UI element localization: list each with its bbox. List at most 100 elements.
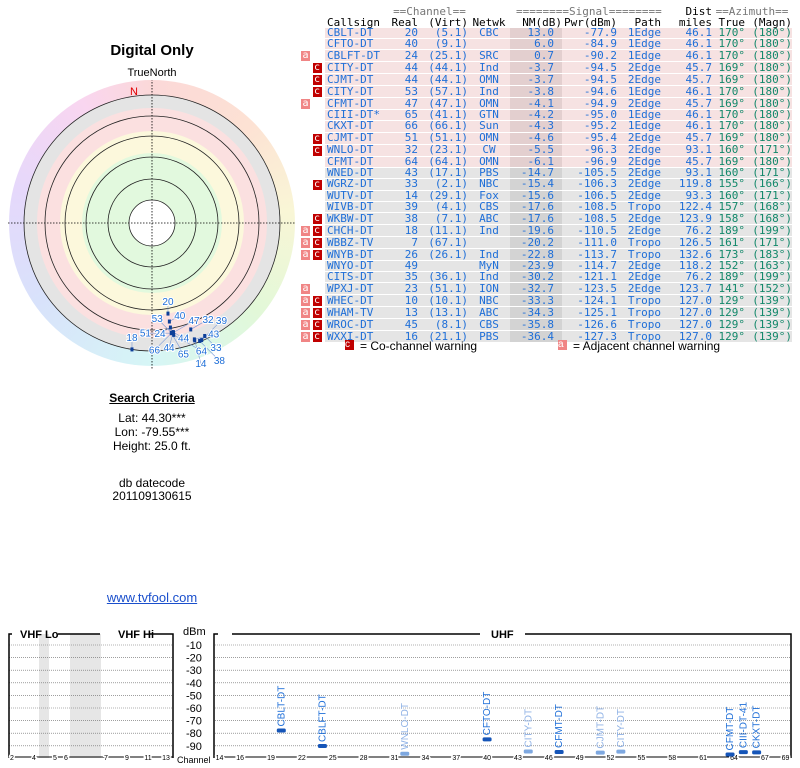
network: Ind: [468, 85, 510, 99]
spacer-cell: [323, 109, 325, 122]
adjacent-warning-badge: [300, 260, 311, 273]
power-dbm: -84.9: [562, 38, 617, 51]
station-row[interactable]: c WKBW-DT 38 (7.1) ABC -17.6 -108.5 2Edge 123.9 1…: [300, 212, 792, 226]
power-dbm: -127.3: [562, 330, 617, 344]
network: ABC: [468, 212, 510, 226]
x-tick-label: 5: [53, 755, 57, 762]
network: NBC: [468, 178, 510, 191]
station-marker-label: 65: [178, 349, 190, 360]
station-row[interactable]: c CJMT-DT 44 (44.1) OMN -3.7 -94.5 2Edge 45.7 169…: [300, 73, 792, 87]
noise-margin: -30.2: [510, 271, 562, 284]
azimuth-magnetic: (139°): [745, 318, 792, 332]
co-channel-warning-badge: c: [311, 61, 323, 75]
path-type: 1Edge: [617, 109, 667, 122]
station-row[interactable]: CBLT-DT 20 (5.1) CBC 13.0 -77.9 1Edge 46.1 170°(…: [300, 27, 792, 40]
network: Ind: [468, 248, 510, 262]
power-dbm: -96.9: [562, 156, 617, 168]
station-row[interactable]: WNED-DT 43 (17.1) PBS -14.7 -105.5 2Edge 93.1 16…: [300, 167, 792, 179]
station-row[interactable]: CFTO-DT 40 (9.1) 6.0 -84.9 1Edge 46.1 170° (180°…: [300, 38, 792, 51]
callsign: CITS-DT: [325, 271, 391, 284]
station-row[interactable]: WIVB-DT 39 (4.1) CBS -17.6 -108.5 Tropo 122.4 15…: [300, 201, 792, 214]
power-dbm: -121.1: [562, 271, 617, 284]
col-nm: NM(dB): [522, 15, 562, 29]
x-tick-label: 22: [298, 755, 306, 762]
tvfool-link[interactable]: www.tvfool.com: [106, 590, 198, 605]
station-row[interactable]: a c WBBZ-TV 7 (67.1) -20.2 -111.0 Tropo 126.5 161…: [300, 236, 792, 250]
x-tick-label: 14: [216, 755, 224, 762]
network: GTN: [468, 109, 510, 122]
station-row[interactable]: WUTV-DT 14 (29.1) Fox -15.6 -106.5 2Edge 93.3 16…: [300, 190, 792, 202]
station-row[interactable]: a c WHEC-DT 10 (10.1) NBC -33.3 -124.1 Tropo 127.…: [300, 294, 792, 308]
station-bar-label: CITY-DT: [523, 709, 534, 748]
station-row[interactable]: CIII-DT* 65 (41.1) GTN -4.2 -95.0 1Edge 46.1 170…: [300, 109, 792, 122]
azimuth-true: 160°: [712, 167, 745, 179]
callsign: WUTV-DT: [325, 190, 391, 202]
station-row[interactable]: c CITY-DT 44 (44.1) Ind -3.7 -94.5 2Edge 45.7 169…: [300, 61, 792, 75]
station-row[interactable]: a CBLFT-DT 24 (25.1) SRC 0.7 -90.2 1Edge 46.1 170…: [300, 49, 792, 63]
y-tick-label: -40: [186, 678, 202, 690]
callsign: CBLT-DT: [325, 27, 391, 40]
station-row[interactable]: a c CHCH-DT 18 (11.1) Ind -19.6 -110.5 2Edge 76.2…: [300, 224, 792, 238]
station-row[interactable]: c CITY-DT 53 (57.1) Ind -3.8 -94.6 1Edge 46.1 170…: [300, 85, 792, 99]
network: Fox: [468, 190, 510, 202]
real-channel: 26: [391, 248, 418, 262]
station-row[interactable]: c WNLO-DT 32 (23.1) CW -5.5 -96.3 2Edge 93.1 160°…: [300, 144, 792, 157]
station-row[interactable]: a c WHAM-TV 13 (13.1) ABC -34.3 -125.1 Tropo 127.…: [300, 306, 792, 320]
distance-miles: 127.0: [667, 294, 712, 308]
station-row[interactable]: c CJMT-DT 51 (51.1) OMN -4.6 -95.4 2Edge 45.7 169…: [300, 132, 792, 145]
callsign: CITY-DT: [325, 61, 391, 75]
station-row[interactable]: a c WXXI-DT 16 (21.1) PBS -36.4 -127.3 Tropo 127.…: [300, 330, 792, 344]
station-row[interactable]: a WPXJ-DT 23 (51.1) ION -32.7 -123.5 2Edge 123.7…: [300, 282, 792, 296]
virtual-channel: (17.1): [418, 167, 468, 179]
azimuth-true: 169°: [712, 73, 745, 87]
station-row[interactable]: WNYO-DT 49 MyN -23.9 -114.7 2Edge 118.2 152° (16…: [300, 260, 792, 273]
path-type: Tropo: [617, 306, 667, 320]
signal-bar: [725, 752, 735, 757]
path-type: 2Edge: [617, 167, 667, 179]
virtual-channel: (11.1): [418, 224, 468, 238]
station-row[interactable]: CKXT-DT 66 (66.1) Sun -4.3 -95.2 1Edge 46.1 170°…: [300, 120, 792, 133]
distance-miles: 46.1: [667, 49, 712, 63]
x-tick-label: 55: [638, 755, 646, 762]
power-dbm: -108.5: [562, 212, 617, 226]
station-row[interactable]: a c WNYB-DT 26 (26.1) Ind -22.8 -113.7 Tropo 132.…: [300, 248, 792, 262]
spacer-cell: [323, 178, 325, 191]
adjacent-warning-badge: a: [301, 237, 310, 249]
station-row[interactable]: a CFMT-DT 47 (47.1) OMN -4.1 -94.9 2Edge 45.7 169…: [300, 97, 792, 111]
x-tick-label: 25: [329, 755, 337, 762]
station-marker: [200, 338, 204, 343]
adjacent-warning-badge: a: [301, 98, 310, 110]
real-channel: 66: [391, 120, 418, 133]
vhf-gap-band: [39, 634, 49, 758]
station-bar-label: CKXT-DT: [752, 706, 763, 749]
virtual-channel: (13.1): [418, 306, 468, 320]
distance-miles: 118.2: [667, 260, 712, 273]
virtual-channel: (23.1): [418, 144, 468, 157]
station-bar-label: CJMT-DT: [595, 706, 606, 749]
station-row[interactable]: c WGRZ-DT 33 (2.1) NBC -15.4 -106.3 2Edge 119.8 1…: [300, 178, 792, 191]
real-channel: 16: [391, 330, 418, 344]
station-row[interactable]: CFMT-DT 64 (64.1) OMN -6.1 -96.9 2Edge 45.7 169°…: [300, 156, 792, 168]
co-channel-warning-badge: [311, 38, 323, 51]
network: PBS: [468, 330, 510, 344]
azimuth-true: 169°: [712, 97, 745, 111]
azimuth-magnetic: (180°): [745, 109, 792, 122]
distance-miles: 123.7: [667, 282, 712, 296]
virtual-channel: (47.1): [418, 97, 468, 111]
real-channel: 44: [391, 73, 418, 87]
co-channel-warning-badge: c: [312, 213, 322, 225]
spacer-cell: [323, 260, 325, 273]
x-tick-label: 13: [162, 755, 170, 762]
virtual-channel: (36.1): [418, 271, 468, 284]
station-bar-label: CFTO-DT: [482, 692, 493, 736]
azimuth-magnetic: (171°): [745, 236, 792, 250]
path-type: 1Edge: [617, 120, 667, 133]
azimuth-magnetic: (180°): [745, 132, 792, 145]
label-leader-line: [159, 327, 171, 334]
station-marker: [167, 319, 171, 324]
station-row[interactable]: a c WROC-DT 45 (8.1) CBS -35.8 -126.6 Tropo 127.0…: [300, 318, 792, 332]
power-dbm: -94.6: [562, 85, 617, 99]
station-row[interactable]: CITS-DT 35 (36.1) Ind -30.2 -121.1 2Edge 76.2 18…: [300, 271, 792, 284]
real-channel: 43: [391, 167, 418, 179]
uhf-frame: [213, 633, 792, 758]
